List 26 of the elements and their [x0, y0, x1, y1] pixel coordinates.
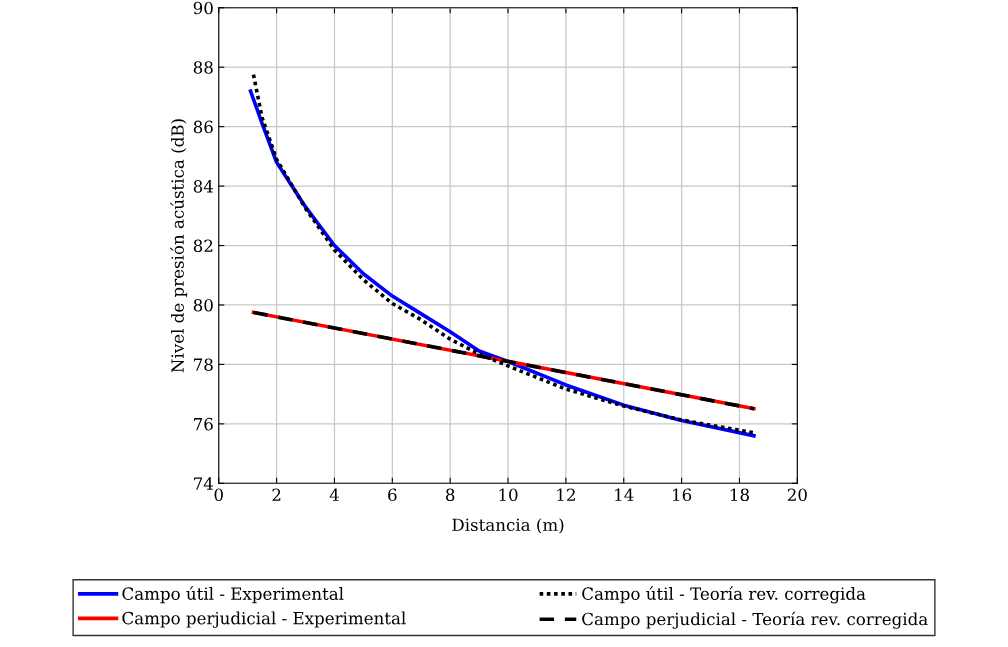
legend-label: Campo perjudicial - Experimental [122, 611, 406, 628]
y-tick-label: 88 [193, 61, 213, 74]
legend-label: Campo útil - Teoría rev. corregida [582, 586, 866, 604]
x-tick-label: 14 [615, 488, 634, 501]
y-tick-label: 76 [194, 417, 213, 431]
y-tick-label: 90 [193, 1, 213, 15]
x-tick-label: 18 [730, 488, 749, 502]
y-axis-title: Nivel de presión acústica (dB) [170, 119, 188, 373]
y-tick-label: 84 [193, 180, 214, 193]
y-tick-label: 80 [193, 298, 213, 312]
y-tick-label: 86 [193, 120, 213, 134]
x-axis-title: Distancia (m) [452, 518, 564, 534]
x-tick-label: 20 [787, 488, 807, 502]
x-tick-label: 8 [445, 488, 455, 502]
y-tick-label: 82 [193, 239, 213, 253]
x-tick-label: 6 [388, 488, 397, 502]
x-tick-label: 0 [214, 488, 223, 502]
x-tick-label: 12 [557, 488, 575, 501]
y-tick-label: 74 [194, 477, 214, 490]
x-tick-label: 16 [673, 488, 692, 502]
x-tick-label: 2 [272, 488, 281, 501]
legend-label: Campo perjudicial - Teoría rev. corregida [582, 611, 928, 629]
x-tick-label: 4 [329, 488, 339, 501]
y-tick-label: 78 [194, 358, 213, 371]
legend-label: Campo útil - Experimental [122, 586, 344, 604]
x-tick-label: 10 [499, 488, 518, 502]
